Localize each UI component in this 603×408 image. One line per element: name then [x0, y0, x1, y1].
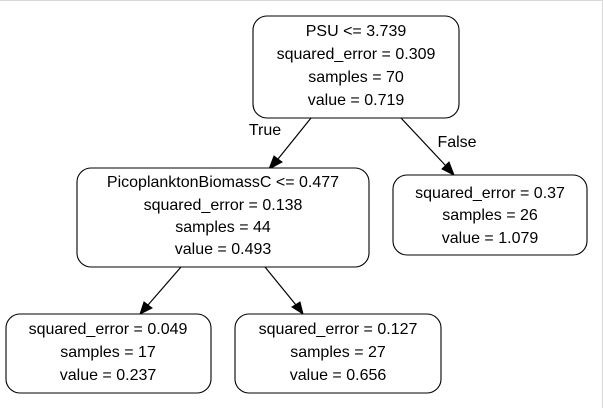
edge-label-false: False [437, 134, 476, 151]
node-box [252, 15, 460, 119]
edge-line [277, 117, 312, 160]
node-line-error: squared_error = 0.37 [415, 185, 565, 202]
arrowhead [441, 161, 455, 177]
node-line-split: PicoplanktonBiomassC <= 0.477 [107, 174, 339, 191]
edge-root-to-left: True [249, 117, 312, 171]
node-line-error: squared_error = 0.049 [29, 321, 188, 338]
node-line-samples: samples = 17 [60, 344, 156, 361]
node-box [392, 174, 588, 256]
node-line-error: squared_error = 0.309 [277, 46, 436, 63]
node-line-samples: samples = 27 [290, 344, 386, 361]
node-line-samples: samples = 44 [175, 219, 271, 236]
node-line-split: PSU <= 3.739 [306, 23, 407, 40]
node-left-left: squared_error = 0.049 samples = 17 value… [5, 313, 212, 394]
edge-line [400, 117, 447, 167]
node-line-samples: samples = 26 [442, 207, 538, 224]
edge-root-to-right: False [400, 117, 477, 177]
edge-left-to-leftleft [139, 266, 182, 315]
node-box [234, 313, 442, 394]
node-line-error: squared_error = 0.127 [259, 321, 418, 338]
node-box [76, 167, 370, 268]
node-line-value: value = 0.237 [60, 367, 157, 384]
node-line-value: value = 0.719 [308, 92, 405, 109]
node-right: squared_error = 0.37 samples = 26 value … [392, 174, 588, 256]
edge-label-true: True [249, 122, 281, 139]
edge-line [147, 266, 182, 306]
node-box [5, 313, 212, 394]
edge-left-to-leftright [264, 266, 304, 316]
node-line-value: value = 0.493 [175, 241, 272, 258]
window-top-border [0, 0, 603, 1]
node-line-error: squared_error = 0.138 [144, 197, 303, 214]
node-left-right: squared_error = 0.127 samples = 27 value… [234, 313, 442, 394]
node-line-value: value = 0.656 [290, 367, 387, 384]
arrowhead [139, 301, 153, 315]
node-line-value: value = 1.079 [442, 230, 539, 247]
arrowhead [268, 155, 283, 171]
arrowhead [291, 301, 304, 316]
node-line-samples: samples = 70 [308, 69, 404, 86]
edge-line [264, 266, 297, 306]
node-root: PSU <= 3.739 squared_error = 0.309 sampl… [252, 15, 460, 119]
node-left: PicoplanktonBiomassC <= 0.477 squared_er… [76, 167, 370, 268]
